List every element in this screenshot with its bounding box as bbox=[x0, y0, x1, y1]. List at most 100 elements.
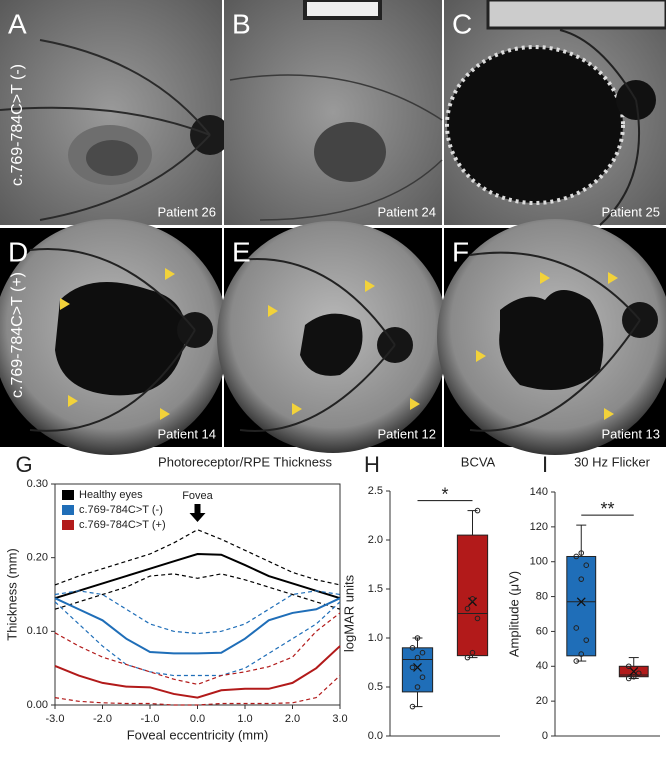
panel-letter: G bbox=[15, 452, 32, 477]
panel-letter: H bbox=[364, 452, 380, 477]
chart-title: 30 Hz Flicker bbox=[574, 454, 651, 469]
legend-label: Healthy eyes bbox=[79, 489, 143, 501]
x-tick-label: -1.0 bbox=[141, 713, 160, 725]
significance-label: ** bbox=[600, 499, 614, 519]
panel-letter: C bbox=[452, 8, 472, 39]
data-point bbox=[578, 651, 585, 657]
range-line bbox=[54, 612, 341, 685]
legend-swatch bbox=[62, 505, 74, 515]
y-tick-label: 0.20 bbox=[27, 552, 48, 564]
data-point bbox=[464, 654, 471, 661]
y-tick-label: 2.5 bbox=[368, 485, 383, 497]
y-tick-label: 0.30 bbox=[27, 478, 48, 490]
data-point bbox=[409, 645, 416, 651]
data-point bbox=[583, 562, 590, 569]
mean-line bbox=[54, 645, 341, 699]
data-point bbox=[630, 673, 637, 680]
data-point bbox=[625, 663, 632, 670]
panel-letter: D bbox=[8, 236, 28, 267]
row-label: c.769-784C>T (+) bbox=[9, 272, 26, 398]
data-point bbox=[578, 550, 585, 556]
data-point bbox=[474, 615, 481, 622]
y-tick-label: 40 bbox=[536, 660, 548, 672]
y-axis-label: Thickness (mm) bbox=[4, 548, 19, 640]
fundus-image-d bbox=[0, 219, 229, 455]
data-point bbox=[625, 675, 632, 682]
x-tick-label: -3.0 bbox=[46, 713, 65, 725]
data-point bbox=[573, 625, 580, 631]
annotation: Fovea bbox=[182, 490, 213, 502]
chart-title: BCVA bbox=[461, 454, 496, 469]
significance-label: * bbox=[441, 484, 448, 504]
data-point bbox=[474, 507, 481, 514]
y-tick-label: 1.0 bbox=[368, 632, 383, 644]
x-tick-label: 1.0 bbox=[237, 713, 252, 725]
y-tick-label: 1.5 bbox=[368, 583, 383, 595]
data-point bbox=[414, 654, 421, 661]
data-point bbox=[578, 576, 585, 582]
x-tick-label: 3.0 bbox=[332, 713, 347, 725]
fundus-image-f bbox=[437, 219, 666, 455]
patient-label: Patient 12 bbox=[377, 426, 436, 441]
y-tick-label: 0.10 bbox=[27, 625, 48, 637]
panel-letter: I bbox=[542, 452, 548, 477]
box bbox=[401, 647, 434, 693]
y-tick-label: 60 bbox=[536, 625, 548, 637]
fundus-image-a bbox=[0, 0, 230, 225]
panel-letter: B bbox=[232, 8, 251, 39]
chart-title: Photoreceptor/RPE Thickness bbox=[158, 454, 332, 469]
mean-marker bbox=[413, 662, 422, 672]
data-point bbox=[573, 553, 580, 560]
data-point bbox=[409, 664, 416, 671]
y-axis-label: Amplitude (μV) bbox=[506, 571, 521, 657]
patient-label: Patient 25 bbox=[601, 204, 660, 219]
range-line bbox=[54, 675, 341, 706]
data-point bbox=[469, 649, 476, 656]
box bbox=[566, 555, 597, 657]
row-label: c.769-784C>T (-) bbox=[9, 64, 26, 186]
y-tick-label: 0.5 bbox=[368, 681, 383, 693]
data-point bbox=[414, 635, 421, 641]
x-tick-label: 2.0 bbox=[285, 713, 300, 725]
y-tick-label: 20 bbox=[536, 695, 548, 707]
panel-letter: E bbox=[232, 236, 251, 267]
y-tick-label: 100 bbox=[530, 556, 548, 568]
panel-letter: F bbox=[452, 236, 469, 267]
mean-line bbox=[54, 552, 341, 600]
y-tick-label: 140 bbox=[530, 486, 548, 498]
legend-label: c.769-784C>T (-) bbox=[79, 504, 163, 516]
fundus-image-e bbox=[217, 221, 449, 453]
data-point bbox=[409, 703, 416, 710]
data-point bbox=[419, 674, 426, 681]
fundus-image-c bbox=[444, 0, 666, 226]
y-tick-label: 2.0 bbox=[368, 534, 383, 546]
x-tick-label: -2.0 bbox=[93, 713, 112, 725]
data-point bbox=[469, 596, 476, 602]
mean-line bbox=[54, 597, 341, 655]
panel-letter: A bbox=[8, 8, 27, 39]
data-point bbox=[419, 649, 426, 656]
mean-marker bbox=[576, 597, 586, 607]
range-line bbox=[54, 573, 341, 610]
legend-label: c.769-784C>T (+) bbox=[79, 519, 166, 531]
x-tick-label: 0.0 bbox=[190, 713, 205, 725]
y-tick-label: 120 bbox=[530, 521, 548, 533]
y-tick-label: 0.00 bbox=[27, 699, 48, 711]
patient-label: Patient 13 bbox=[601, 426, 660, 441]
fundus-image-b bbox=[224, 0, 443, 225]
data-point bbox=[583, 637, 590, 643]
x-axis-label: Foveal eccentricity (mm) bbox=[127, 727, 269, 742]
data-point bbox=[464, 605, 471, 612]
legend-swatch bbox=[62, 520, 74, 530]
range-line bbox=[54, 601, 341, 677]
data-point bbox=[414, 684, 421, 690]
box bbox=[456, 534, 489, 657]
data-point bbox=[573, 658, 580, 664]
data-point bbox=[635, 670, 642, 677]
range-line bbox=[54, 529, 341, 586]
y-tick-label: 0.0 bbox=[368, 730, 383, 742]
y-tick-label: 80 bbox=[536, 590, 548, 602]
patient-label: Patient 14 bbox=[157, 426, 216, 441]
fovea-arrow bbox=[189, 504, 206, 522]
